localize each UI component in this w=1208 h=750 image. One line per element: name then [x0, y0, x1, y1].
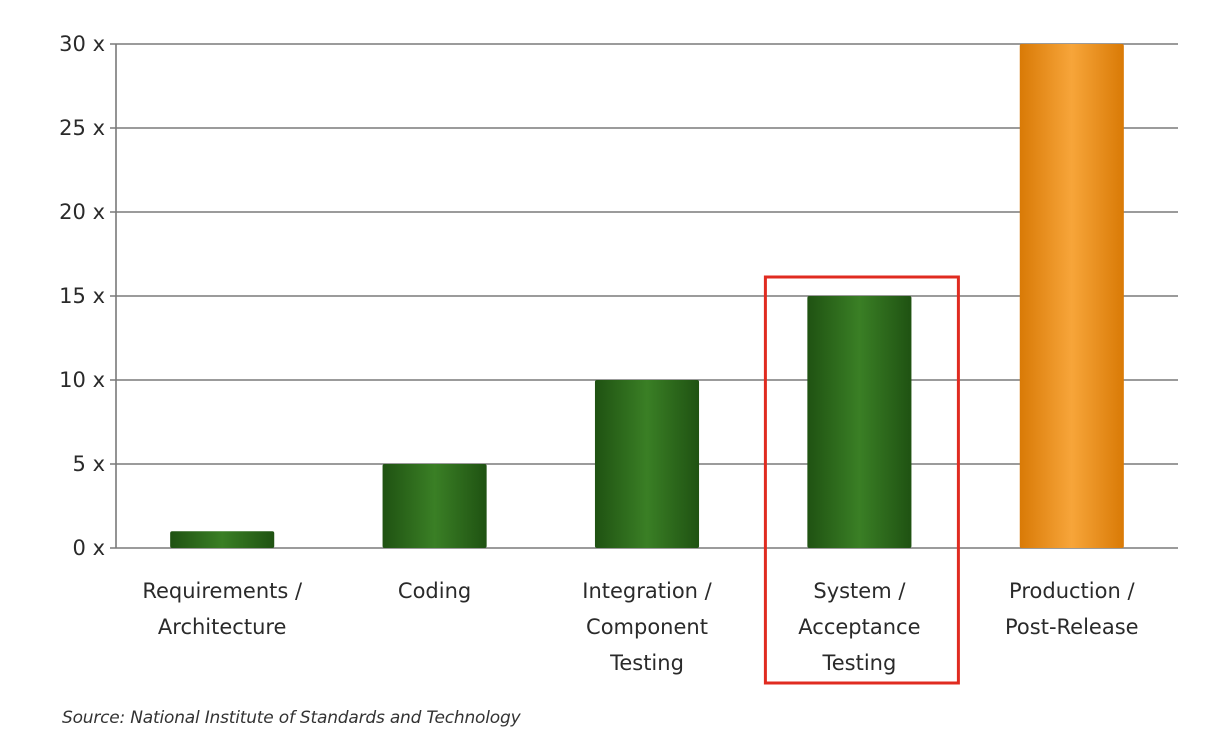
- highlight-rectangle: [763, 275, 960, 685]
- category-label: System / Acceptance Testing: [798, 579, 920, 675]
- bar: [594, 380, 700, 548]
- source-note: Source: National Institute of Standards …: [62, 708, 521, 728]
- y-tick-label: 25 x: [59, 116, 105, 140]
- y-tick-labels: 0 x 5 x 10 x 15 x 20 x 25 x 30 x: [59, 32, 105, 560]
- highlight-box: [763, 275, 960, 685]
- category-label: Production / Post-Release: [1005, 579, 1139, 639]
- y-tick-label: 5 x: [73, 452, 105, 476]
- category-label: Integration / Component Testing: [582, 579, 712, 675]
- bars: [170, 44, 1124, 548]
- bar: [807, 296, 912, 548]
- category-label: Coding: [398, 579, 471, 603]
- category-labels: Requirements / Architecture Coding Integrat…: [142, 579, 1138, 675]
- y-tick-label: 10 x: [59, 368, 105, 392]
- category-label: Requirements / Architecture: [142, 579, 303, 639]
- y-tick-label: 30 x: [59, 32, 105, 56]
- y-tick-label: 0 x: [73, 536, 105, 560]
- bar: [382, 464, 487, 548]
- bar: [1019, 44, 1124, 548]
- y-tick-label: 15 x: [59, 284, 105, 308]
- y-tick-label: 20 x: [59, 200, 105, 224]
- bar: [170, 531, 275, 548]
